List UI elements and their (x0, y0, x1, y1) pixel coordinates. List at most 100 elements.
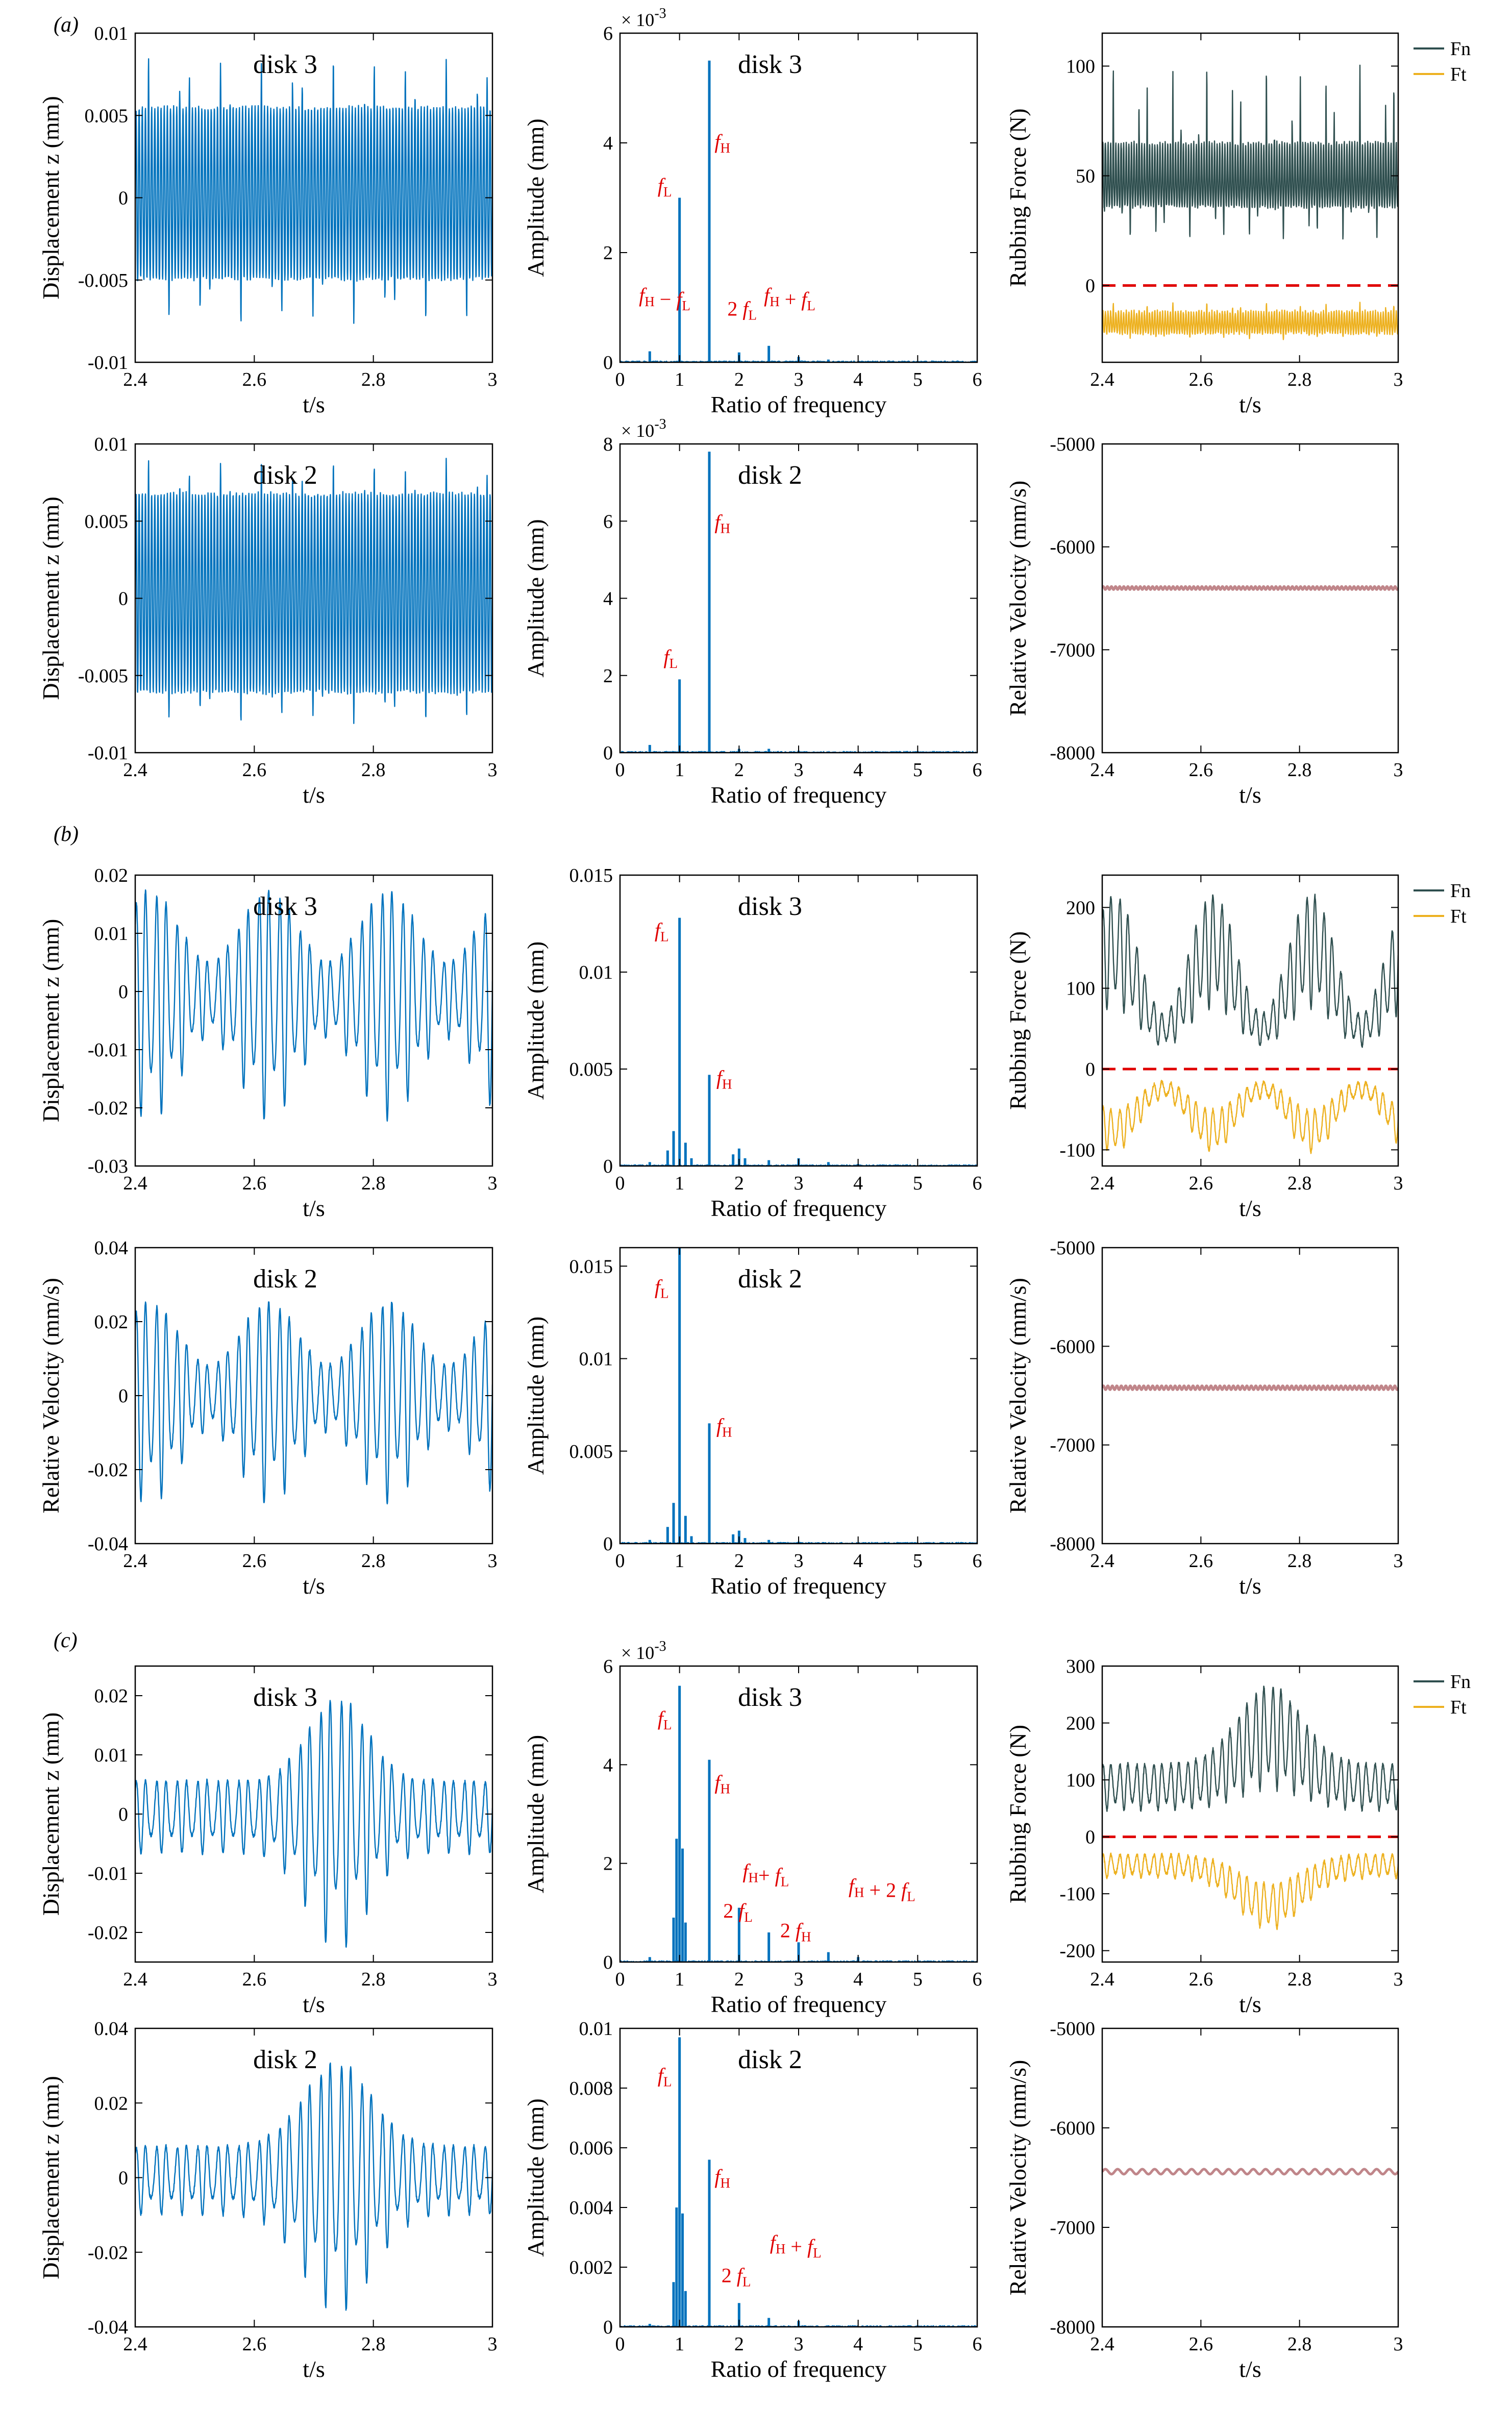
c2-ytick-label-3: 6 (603, 1656, 613, 1677)
a1-ytick-label-1: -0.005 (78, 270, 128, 291)
b1-ytick-label-0: -0.03 (88, 1156, 128, 1177)
c2-xlabel: Ratio of frequency (711, 1991, 887, 2017)
a5-ytick-label-2: 4 (603, 588, 613, 610)
c6-ytick-label-3: -5000 (1050, 2018, 1095, 2040)
a5-annotation-0: fL (663, 646, 678, 671)
a1-ytick-label-0: -0.01 (88, 352, 128, 374)
b5-annotation-1: fH (716, 1414, 732, 1440)
a6-axes-box (1101, 443, 1399, 754)
chart-a3: 2.4 2.6 2.8 3 0 50 100 t/s Rubbing Force (N) Fn Ft (1005, 32, 1471, 417)
c3-axes-box (1101, 1665, 1399, 1963)
c4-series-disk-2 (135, 2062, 492, 2311)
b6-ylabel: Relative Velocity (mm/s) (1005, 1278, 1031, 1513)
a2-ylabel: Amplitude (mm) (523, 118, 549, 277)
b4-xtick-label-2: 2.8 (361, 1550, 386, 1572)
a5-xtick-label-5: 5 (913, 759, 923, 781)
c2-xtick-label-3: 3 (794, 1969, 804, 1990)
c1-title: disk 3 (253, 1683, 317, 1712)
c4-xtick-label-1: 2.6 (242, 2334, 267, 2355)
b4-ytick-label-0: -0.04 (88, 1533, 128, 1555)
a3-xlabel: t/s (1239, 391, 1261, 417)
b1-ytick-label-3: 0 (118, 981, 128, 1003)
c5-xtick-label-2: 2 (734, 2334, 744, 2355)
b2-xtick-label-4: 4 (853, 1173, 863, 1194)
c5-ytick-label-4: 0.008 (569, 2078, 613, 2099)
chart-a4: 2.4 2.6 2.8 3 -0.01 -0.005 0 0.005 0.01 t/s Displa… (38, 434, 498, 808)
c5-xtick-label-3: 3 (794, 2334, 804, 2355)
c5-ytick-label-1: 0.002 (569, 2257, 613, 2278)
a2-multiplier: × 10-3 (621, 6, 666, 30)
a2-ytick-label-0: 0 (603, 352, 613, 374)
b2-xtick-label-1: 1 (675, 1173, 684, 1194)
a4-xtick-label-1: 2.6 (242, 759, 267, 781)
a5-xtick-label-1: 1 (675, 759, 684, 781)
c3-ylabel: Rubbing Force (N) (1005, 1725, 1031, 1903)
b1-plot-area (135, 889, 492, 1122)
b3-series-fn (1102, 894, 1398, 1048)
b2-ytick-label-3: 0.015 (569, 865, 613, 886)
a5-ytick-label-0: 0 (603, 742, 613, 764)
a2-xtick-label-4: 4 (853, 369, 863, 390)
c1-xtick-label-2: 2.8 (361, 1969, 386, 1990)
chart-a2: fL fH fH − fL 2 fL fH + fL 0 1 2 3 4 5 6 0 2 4 6 Ratio o… (523, 6, 982, 417)
c5-plot-area (620, 2037, 977, 2327)
a4-xtick-label-0: 2.4 (123, 759, 147, 781)
a5-plot-area (620, 452, 977, 753)
b3-legend-label-fn: Fn (1450, 880, 1471, 902)
a5-title: disk 2 (738, 461, 802, 490)
a6-xtick-label-0: 2.4 (1090, 759, 1114, 781)
a2-annotation-3: 2 fL (727, 297, 757, 323)
a5-ytick-label-1: 2 (603, 665, 613, 687)
b3-ylabel: Rubbing Force (N) (1005, 931, 1031, 1110)
a4-ytick-label-0: -0.01 (88, 742, 128, 764)
c2-xtick-label-6: 6 (973, 1969, 982, 1990)
c5-ylabel: Amplitude (mm) (523, 2098, 549, 2256)
a3-axes-box (1101, 32, 1399, 363)
a3-ytick-label-1: 50 (1076, 166, 1095, 187)
a3-ytick-label-0: 0 (1085, 276, 1095, 297)
b3-ytick-label-0: -100 (1059, 1139, 1095, 1161)
c3-legend-label-fn: Fn (1450, 1671, 1471, 1693)
b1-ytick-label-2: -0.01 (88, 1039, 128, 1061)
a1-xtick-label-1: 2.6 (242, 369, 267, 390)
a2-xtick-label-1: 1 (675, 369, 684, 390)
a5-ylabel: Amplitude (mm) (523, 519, 549, 677)
b3-plot-area (1102, 894, 1398, 1154)
b5-xtick-label-1: 1 (675, 1550, 684, 1572)
b1-series-disk-3 (135, 889, 492, 1122)
c5-title: disk 2 (738, 2045, 802, 2074)
group-label-b: (b) (54, 823, 79, 846)
a5-multiplier: × 10-3 (621, 416, 666, 441)
b5-title: disk 2 (738, 1264, 802, 1294)
a2-plot-area (620, 60, 977, 362)
a2-annotation-0: fL (658, 174, 672, 200)
c3-series-ft (1102, 1852, 1398, 1930)
b1-title: disk 3 (253, 892, 317, 921)
c1-ytick-label-4: 0.02 (94, 1685, 129, 1707)
chart-b1: 2.4 2.6 2.8 3 -0.03 -0.02 -0.01 0 0.01 0.02 t/s Dis… (38, 865, 498, 1221)
a1-xtick-label-2: 2.8 (361, 369, 386, 390)
chart-c1: 2.4 2.6 2.8 3 -0.02 -0.01 0 0.01 0.02 t/s Displace… (38, 1665, 498, 2017)
b4-series-disk-2 (135, 1301, 492, 1505)
c3-ytick-label-3: 100 (1066, 1770, 1095, 1791)
a6-ytick-label-0: -8000 (1050, 742, 1095, 764)
b6-xtick-label-2: 2.8 (1287, 1550, 1312, 1572)
b6-ytick-label-0: -8000 (1050, 1533, 1095, 1555)
b4-xtick-label-1: 2.6 (242, 1550, 267, 1572)
b5-xtick-label-2: 2 (734, 1550, 744, 1572)
c6-xtick-label-1: 2.6 (1189, 2334, 1213, 2355)
chart-b4: 2.4 2.6 2.8 3 -0.04 -0.02 0 0.02 0.04 t/s Relative… (38, 1237, 498, 1599)
a6-xtick-label-3: 3 (1394, 759, 1403, 781)
b5-ytick-label-0: 0 (603, 1533, 613, 1555)
b5-annotation-0: fL (655, 1276, 669, 1301)
b1-ytick-label-4: 0.01 (94, 923, 129, 945)
a6-ytick-label-3: -5000 (1050, 434, 1095, 455)
c1-ylabel: Displacement z (mm) (38, 1713, 64, 1916)
a4-ylabel: Displacement z (mm) (38, 497, 64, 700)
b5-xtick-label-3: 3 (794, 1550, 804, 1572)
b5-ytick-label-3: 0.015 (569, 1256, 613, 1277)
b4-ytick-label-3: 0.02 (94, 1311, 129, 1333)
b3-xtick-label-2: 2.8 (1287, 1173, 1312, 1194)
a4-ytick-label-2: 0 (118, 588, 128, 610)
a6-series-velocity (1102, 585, 1398, 591)
